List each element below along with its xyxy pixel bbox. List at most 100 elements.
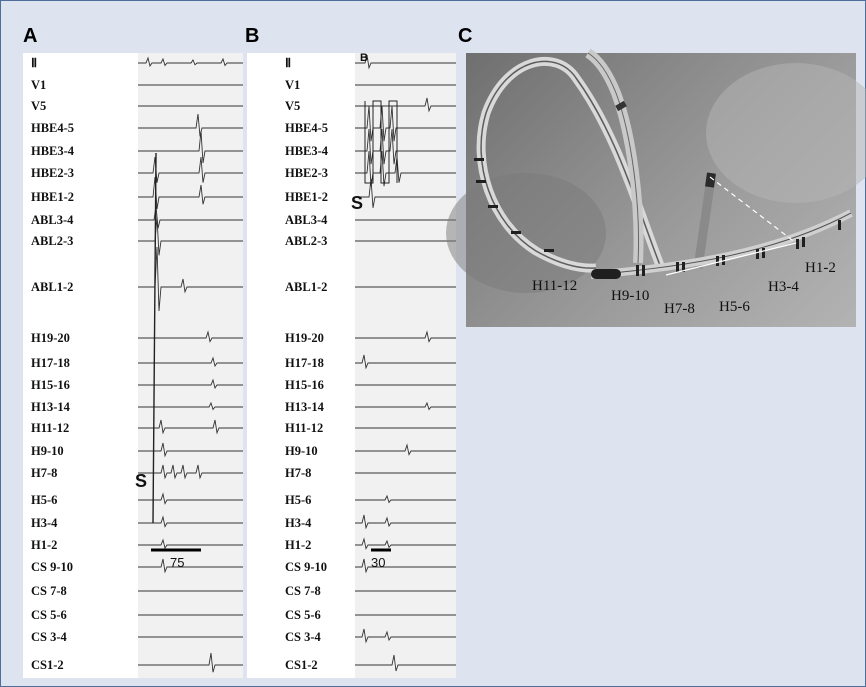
channel-label: H19-20 xyxy=(285,331,324,345)
channel-label: H9-10 xyxy=(31,444,64,458)
channel-label: HBE4-5 xyxy=(285,121,329,135)
channel-label: H15-16 xyxy=(31,378,70,392)
panel-a-stim-mark: S xyxy=(135,471,148,491)
electrogram-trace xyxy=(355,178,456,208)
electrogram-trace xyxy=(138,464,243,480)
channel-label: H11-12 xyxy=(31,421,70,435)
channel-label: H1-2 xyxy=(285,538,312,552)
electrogram-trace xyxy=(138,113,243,137)
channel-label: V1 xyxy=(31,78,47,92)
electrogram-trace xyxy=(138,652,243,673)
electrogram-trace xyxy=(138,515,243,528)
channel-label: H15-16 xyxy=(285,378,324,392)
electrogram-trace xyxy=(138,401,243,411)
channel-label: V5 xyxy=(31,99,47,113)
electrogram-trace xyxy=(355,558,456,574)
channel-label: CS 3-4 xyxy=(31,630,67,644)
electrode-label-h1-2: H1-2 xyxy=(805,260,836,276)
channel-label: HBE3-4 xyxy=(31,144,75,158)
channel-label: CS 7-8 xyxy=(31,584,67,598)
electrogram-trace xyxy=(138,538,243,550)
electrogram-trace xyxy=(138,130,243,164)
panel-a-electrograms xyxy=(138,56,243,673)
panel-b-scale-value: 30 xyxy=(371,555,386,570)
channel-label: H7-8 xyxy=(285,466,312,480)
catheter-drawing xyxy=(446,48,866,293)
channel-label: H17-18 xyxy=(285,356,324,370)
channel-label: CS 9-10 xyxy=(285,560,328,574)
channel-label: Ⅱ xyxy=(285,56,292,70)
electrogram-trace xyxy=(355,128,456,165)
electrode-label-h11-12: H11-12 xyxy=(532,278,578,294)
electrogram-trace xyxy=(355,330,456,343)
stim-artefact-line xyxy=(152,152,157,524)
channel-label: H11-12 xyxy=(285,421,324,435)
channel-label: H7-8 xyxy=(31,466,58,480)
electrogram-trace xyxy=(355,654,456,672)
electrogram-trace xyxy=(138,216,243,256)
channel-label: CS 3-4 xyxy=(285,630,321,644)
channel-label: HBE2-3 xyxy=(285,166,329,180)
panel-c-letter: C xyxy=(458,25,473,47)
electrogram-trace xyxy=(355,514,456,530)
electrogram-trace xyxy=(355,97,456,113)
channel-label: H1-2 xyxy=(31,538,58,552)
electrogram-trace xyxy=(355,54,456,70)
channel-label: CS 5-6 xyxy=(285,608,321,622)
channel-label: Ⅱ xyxy=(31,56,38,70)
panel-b-electrograms xyxy=(355,54,456,672)
electrogram-trace xyxy=(138,156,243,183)
panel-b-stim-mark: S xyxy=(351,193,364,213)
electrode-label-h3-4: H3-4 xyxy=(768,279,799,295)
panel-a-scale-value: 75 xyxy=(170,555,185,570)
electrogram-trace xyxy=(355,354,456,370)
channel-label: H9-10 xyxy=(285,444,318,458)
panel-b-top-mark: B xyxy=(360,52,368,64)
electrogram-trace xyxy=(355,628,456,644)
panel-b: Ⅱ V1 V5 HBE4-5 HBE3-4 HBE2-3 HBE1-2 ABL3-4 ABL2-… xyxy=(247,53,456,678)
panel-b-stim-artefact xyxy=(364,100,398,184)
channel-label: H13-14 xyxy=(285,400,324,414)
electrogram-trace xyxy=(138,330,243,343)
channel-label: ABL1-2 xyxy=(31,280,74,294)
channel-label: H3-4 xyxy=(285,516,312,530)
channel-label: HBE1-2 xyxy=(31,190,75,204)
panel-b-letter: B xyxy=(245,25,260,47)
panel-a-letter: A xyxy=(23,25,38,47)
electrogram-trace xyxy=(355,537,456,550)
electrogram-trace xyxy=(138,419,243,435)
electrogram-trace xyxy=(138,205,243,229)
channel-label: HBE4-5 xyxy=(31,121,75,135)
channel-label: V5 xyxy=(285,99,301,113)
electrogram-trace xyxy=(355,443,456,456)
channel-label: H17-18 xyxy=(31,356,70,370)
channel-label: ABL3-4 xyxy=(31,213,74,227)
channel-label: CS 5-6 xyxy=(31,608,67,622)
channel-label: ABL2-3 xyxy=(285,234,328,248)
electrogram-trace xyxy=(355,150,456,187)
channel-label: ABL2-3 xyxy=(31,234,74,248)
channel-label: CS1-2 xyxy=(31,658,64,672)
electrogram-trace xyxy=(138,378,243,390)
panel-a: Ⅱ V1 V5 HBE4-5 HBE3-4 HBE2-3 HBE1-2 ABL3-4 ABL2-… xyxy=(23,53,243,678)
channel-label: H19-20 xyxy=(31,331,70,345)
channel-label: H3-4 xyxy=(31,516,58,530)
channel-label: CS 9-10 xyxy=(31,560,74,574)
fluoroscopy-image: H11-12 H9-10 H7-8 H5-6 H3-4 H1-2 xyxy=(446,48,866,327)
electrogram-trace xyxy=(355,494,456,504)
channel-label: HBE2-3 xyxy=(31,166,75,180)
channel-label: CS1-2 xyxy=(285,658,318,672)
channel-label: H5-6 xyxy=(31,493,58,507)
electrogram-trace xyxy=(355,105,456,142)
channel-label: CS 7-8 xyxy=(285,584,321,598)
electrogram-trace xyxy=(138,56,243,68)
electrode-label-h9-10: H9-10 xyxy=(611,288,650,304)
channel-label: HBE1-2 xyxy=(285,190,329,204)
electrogram-trace xyxy=(138,492,243,505)
channel-label: V1 xyxy=(285,78,301,92)
electrogram-trace xyxy=(138,246,243,312)
channel-label: HBE3-4 xyxy=(285,144,329,158)
channel-label: H5-6 xyxy=(285,493,312,507)
electrode-label-h5-6: H5-6 xyxy=(719,299,750,315)
